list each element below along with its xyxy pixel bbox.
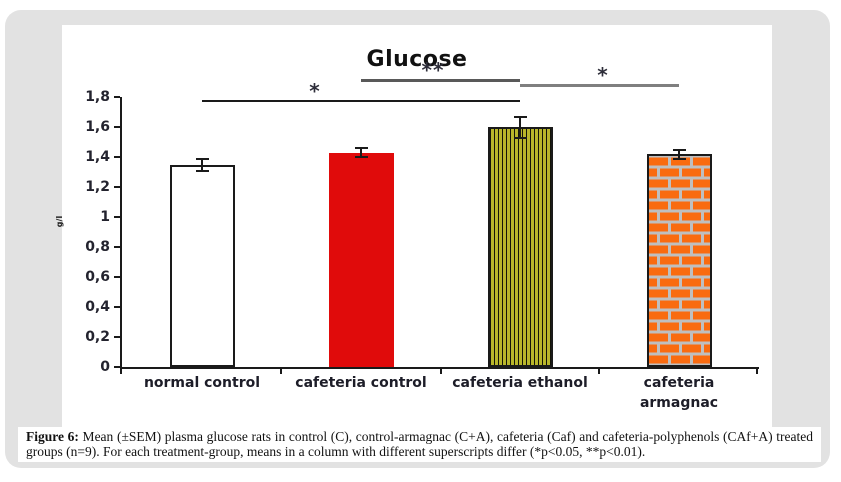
y-tick-label: 0,6 — [85, 269, 110, 285]
significance-label-1: * — [309, 79, 321, 103]
y-tick-label: 0 — [100, 359, 110, 375]
error-bar-cap-bottom — [195, 169, 209, 172]
error-bar-cap-top — [354, 147, 368, 149]
x-axis-tick — [280, 367, 282, 374]
y-axis-tick — [114, 126, 120, 128]
error-bar-cap-top — [513, 115, 527, 118]
bar-cafeteria-armagnac — [646, 154, 712, 367]
y-axis-tick — [114, 96, 120, 98]
y-tick-label: 1,2 — [85, 179, 110, 195]
chart-panel: Glucose g/l 0 0,2 0,4 0,6 0,8 1 1,2 1,4 1,6 1,8 no… — [55, 25, 772, 427]
y-axis-tick — [114, 306, 120, 308]
error-bar-line — [519, 116, 521, 138]
x-tick-label: cafeteria ethanol — [452, 375, 588, 391]
x-tick-label: cafeteria armagnac — [639, 375, 719, 411]
x-axis-line — [120, 367, 759, 369]
significance-line-2 — [361, 79, 520, 82]
caption-label: Figure 6: — [26, 429, 79, 444]
significance-line-1 — [202, 100, 520, 102]
y-tick-label: 0,2 — [85, 329, 110, 345]
error-bar-cap-bottom — [354, 156, 368, 158]
y-tick-label: 1,4 — [85, 149, 110, 165]
y-axis-tick — [114, 186, 120, 188]
y-tick-label: 0,8 — [85, 239, 110, 255]
bar-cafeteria-ethanol — [487, 127, 553, 367]
significance-label-3: * — [597, 63, 609, 87]
significance-label-2: ** — [421, 58, 445, 82]
error-bar-cap-bottom — [513, 136, 527, 139]
y-axis-unit-label: g/l — [55, 215, 65, 228]
y-axis-tick — [114, 216, 120, 218]
bar-normal-control — [169, 164, 235, 367]
bar-cafeteria-control — [328, 152, 394, 367]
y-axis-tick — [114, 336, 120, 338]
y-axis-line — [120, 97, 122, 369]
error-bar-line — [360, 148, 362, 157]
error-bar-cap-bottom — [672, 157, 686, 160]
figure-caption: Figure 6: Mean (±SEM) plasma glucose rat… — [18, 427, 821, 462]
y-tick-label: 1,6 — [85, 119, 110, 135]
x-axis-tick — [598, 367, 600, 374]
x-tick-label: cafeteria control — [295, 375, 427, 391]
y-tick-label: 0,4 — [85, 299, 110, 315]
x-axis-tick — [756, 367, 758, 374]
significance-line-3 — [520, 84, 679, 87]
x-axis-tick — [120, 367, 122, 374]
error-bar-line — [201, 158, 203, 171]
chart-title: Glucose — [366, 47, 468, 72]
y-tick-label: 1,8 — [85, 89, 110, 105]
error-bar-cap-top — [195, 157, 209, 160]
y-axis-tick — [114, 366, 120, 368]
y-axis-tick — [114, 276, 120, 278]
y-axis-tick — [114, 246, 120, 248]
error-bar-line — [678, 149, 680, 159]
y-tick-label: 1 — [100, 209, 110, 225]
caption-text: Mean (±SEM) plasma glucose rats in contr… — [26, 429, 813, 459]
x-axis-tick — [440, 367, 442, 374]
brick-pattern — [648, 156, 710, 365]
x-tick-label: normal control — [143, 375, 261, 391]
error-bar-cap-top — [672, 148, 686, 151]
y-axis-tick — [114, 156, 120, 158]
figure-card: Glucose g/l 0 0,2 0,4 0,6 0,8 1 1,2 1,4 1,6 1,8 no… — [5, 10, 830, 468]
